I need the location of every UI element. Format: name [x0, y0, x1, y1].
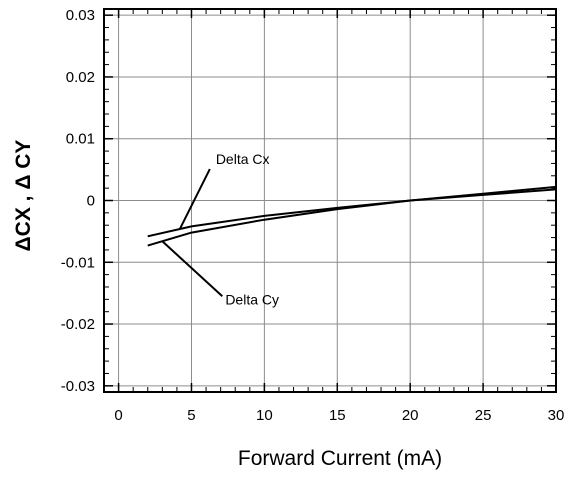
annotation-label: Delta Cx	[216, 151, 270, 167]
series-lines	[147, 185, 557, 247]
x-tick-labels: 0 5 10 15 20 25 30	[114, 407, 564, 424]
y-tick-label: 0.01	[66, 131, 95, 148]
y-tick-label: -0.03	[61, 378, 95, 395]
y-tick-label: 0	[87, 193, 95, 210]
series-line-delta-cx	[147, 188, 557, 238]
annotation-leader-0	[178, 168, 211, 230]
annotations: Delta Cx Delta Cy	[161, 151, 279, 307]
x-tick-label: 5	[187, 407, 195, 424]
y-tick-label: 0.03	[66, 7, 95, 24]
y-axis-title: ΔCX , Δ CY	[12, 140, 35, 252]
major-ticks	[104, 9, 557, 392]
x-tick-label: 25	[475, 407, 492, 424]
y-tick-labels: -0.03 -0.02 -0.01 0 0.01 0.02 0.03	[61, 7, 95, 395]
x-axis-title: Forward Current (mA)	[238, 447, 442, 470]
annotation-label: Delta Cy	[225, 291, 279, 307]
y-tick-label: -0.02	[61, 316, 95, 333]
grid	[104, 9, 557, 392]
x-tick-label: 15	[329, 407, 346, 424]
x-tick-label: 20	[402, 407, 419, 424]
y-tick-label: 0.02	[66, 69, 95, 86]
series-line-delta-cy	[147, 185, 557, 247]
plot-frame	[103, 8, 557, 393]
annotation-leader-1	[161, 240, 223, 298]
x-tick-label: 10	[256, 407, 273, 424]
x-tick-label: 0	[114, 407, 122, 424]
x-tick-label: 30	[548, 407, 565, 424]
y-tick-label: -0.01	[61, 254, 95, 271]
